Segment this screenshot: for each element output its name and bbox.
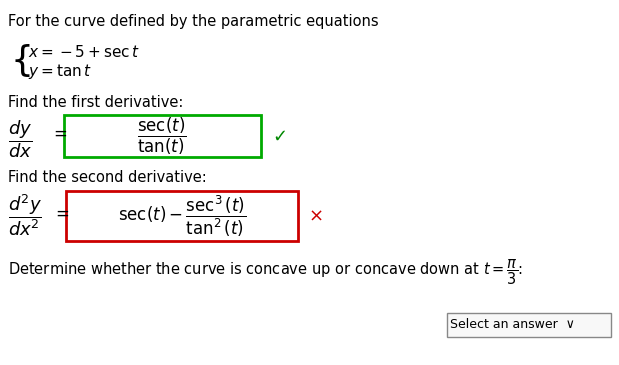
Text: $x = -5 + \sec t$: $x = -5 + \sec t$ (28, 44, 140, 60)
Text: Select an answer  ∨: Select an answer ∨ (450, 319, 575, 331)
Text: For the curve defined by the parametric equations: For the curve defined by the parametric … (8, 14, 379, 29)
Text: Find the second derivative:: Find the second derivative: (8, 170, 207, 185)
Text: Determine whether the curve is concave up or concave down at $t = \dfrac{\pi}{3}: Determine whether the curve is concave u… (8, 257, 523, 287)
Text: Find the first derivative:: Find the first derivative: (8, 95, 183, 110)
Text: $\times$: $\times$ (308, 207, 322, 225)
Text: $\dfrac{dy}{dx}$: $\dfrac{dy}{dx}$ (8, 118, 32, 160)
FancyBboxPatch shape (447, 313, 611, 337)
Text: $\sec(t) - \dfrac{\sec^3(t)}{\tan^2(t)}$: $\sec(t) - \dfrac{\sec^3(t)}{\tan^2(t)}$ (118, 193, 246, 239)
Text: $=$: $=$ (50, 124, 67, 142)
FancyBboxPatch shape (66, 191, 298, 241)
Text: $\checkmark$: $\checkmark$ (272, 127, 286, 145)
FancyBboxPatch shape (64, 115, 261, 157)
Text: $\dfrac{\sec(t)}{\tan(t)}$: $\dfrac{\sec(t)}{\tan(t)}$ (137, 115, 187, 157)
Text: $\dfrac{d^2y}{dx^2}$: $\dfrac{d^2y}{dx^2}$ (8, 192, 42, 238)
Text: $y = \tan t$: $y = \tan t$ (28, 62, 92, 81)
Text: $\{$: $\{$ (10, 42, 30, 79)
Text: $=$: $=$ (52, 204, 69, 222)
